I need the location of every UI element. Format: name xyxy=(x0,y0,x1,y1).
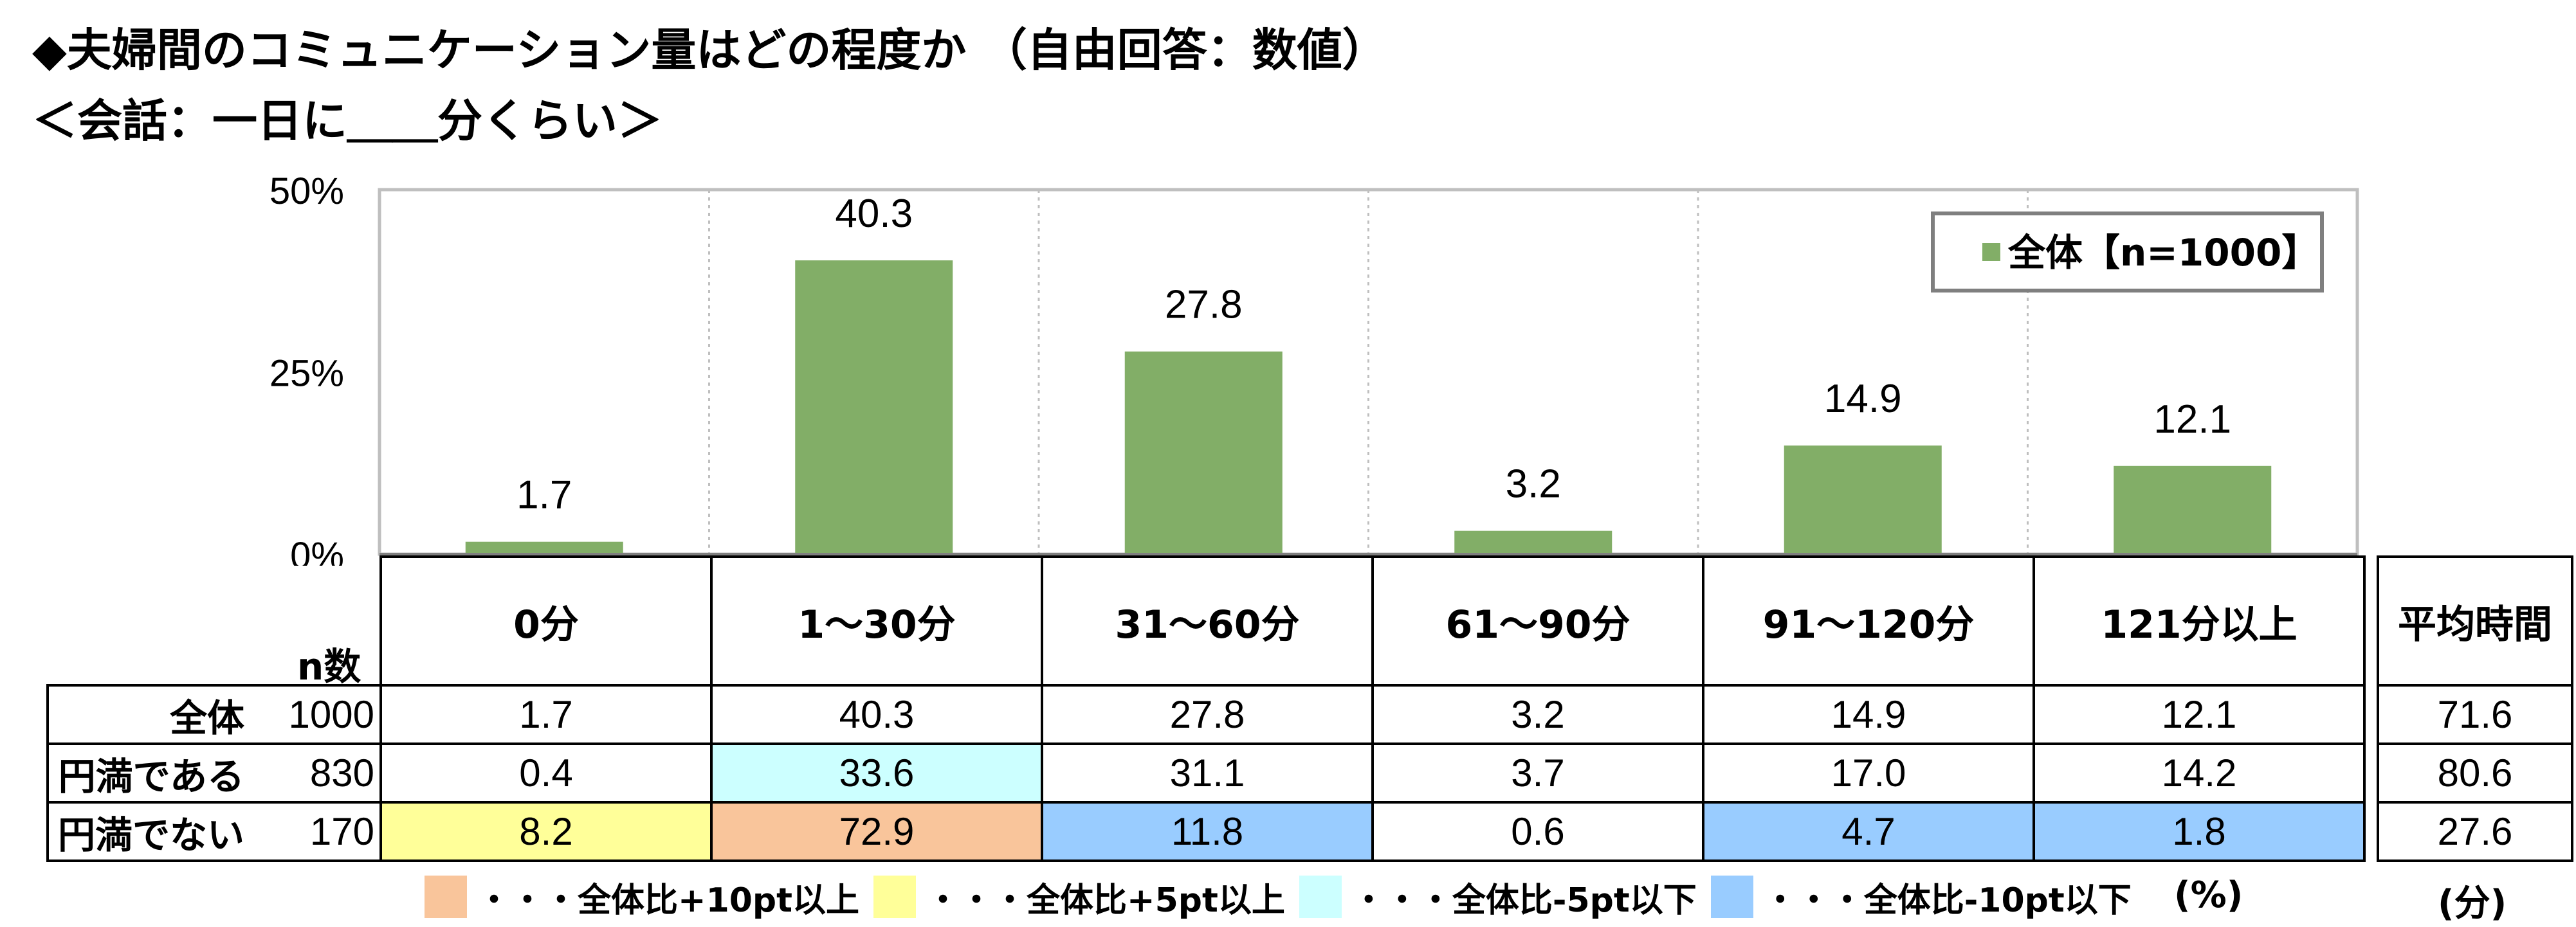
table-cell: 14.9 xyxy=(1702,684,2035,745)
table-row: 円満でない 170 8.2 72.9 11.8 0.6 4.7 1.8 xyxy=(46,801,2366,862)
table-cell: 0.6 xyxy=(1371,801,1704,862)
bar xyxy=(1784,446,1942,554)
highlight-label: ・・・全体比+5pt以上 xyxy=(926,881,1285,920)
column-header: 31～60分 xyxy=(1041,555,1374,687)
row-label: 全体 xyxy=(46,684,253,745)
row-n: 830 xyxy=(253,742,382,804)
table-cell: 27.8 xyxy=(1041,684,1374,745)
table-cell: 12.1 xyxy=(2032,684,2366,745)
column-header: 61～90分 xyxy=(1371,555,1704,687)
column-header: 0分 xyxy=(379,555,713,687)
avg-cell: 71.6 xyxy=(2377,684,2573,745)
column-header: 1～30分 xyxy=(710,555,1043,687)
unit-minutes: (分) xyxy=(2438,883,2507,924)
data-label: 40.3 xyxy=(835,192,913,236)
highlight-label: ・・・全体比-10pt以下 xyxy=(1763,881,2132,920)
bar xyxy=(465,541,623,554)
bar-chart: 0%25%50%1.740.327.83.214.9 12.1全体【n=1000】 xyxy=(269,170,2359,566)
bar xyxy=(2114,465,2272,554)
chart-subtitle: ＜会話：一日に＿＿分くらい＞ xyxy=(32,94,662,147)
highlight-swatch xyxy=(425,876,467,918)
highlight-swatch xyxy=(1710,876,1753,918)
data-label: 1.7 xyxy=(516,473,572,518)
table-cell: 72.9 xyxy=(710,801,1043,862)
highlight-swatch xyxy=(1299,876,1342,918)
y-tick-label: 50% xyxy=(269,170,344,212)
table-cell: 40.3 xyxy=(710,684,1043,745)
avg-row: 80.6 xyxy=(2377,742,2573,804)
column-header: 121分以上 xyxy=(2032,555,2366,687)
row-n: 1000 xyxy=(253,684,382,745)
unit-percent: (%) xyxy=(2174,874,2243,916)
highlight-legend-item: ・・・全体比-10pt以下 xyxy=(1710,873,2132,921)
avg-header-row: 平均時間 xyxy=(2377,555,2573,687)
table-cell: 17.0 xyxy=(1702,742,2035,804)
table-cell: 14.2 xyxy=(2032,742,2366,804)
table-cell: 33.6 xyxy=(710,742,1043,804)
table-cell: 11.8 xyxy=(1041,801,1374,862)
data-label: 27.8 xyxy=(1165,283,1243,327)
row-label: 円満である xyxy=(46,742,253,804)
average-table: 平均時間 71.6 80.6 27.6 xyxy=(2377,555,2573,862)
highlight-legend-item: ・・・全体比+5pt以上 xyxy=(873,873,1285,921)
highlight-label: ・・・全体比-5pt以下 xyxy=(1351,881,1697,920)
y-tick-label: 25% xyxy=(269,353,344,395)
table-cell: 1.7 xyxy=(379,684,713,745)
table-cell: 4.7 xyxy=(1702,801,2035,862)
highlight-swatch xyxy=(873,876,917,918)
table-cell: 3.7 xyxy=(1371,742,1704,804)
bar xyxy=(795,260,953,554)
avg-row: 27.6 xyxy=(2377,801,2573,862)
table-corner xyxy=(48,557,382,687)
row-label: 円満でない xyxy=(46,801,253,862)
data-label: 3.2 xyxy=(1506,462,1561,507)
table-header-row: 0分 1～30分 31～60分 61～90分 91～120分 121分以上 xyxy=(48,555,2366,687)
data-label: 14.9 xyxy=(1824,377,1902,421)
legend-swatch xyxy=(1982,243,2000,261)
bar xyxy=(1454,530,1612,554)
column-header: 91～120分 xyxy=(1702,555,2035,687)
table-cell: 8.2 xyxy=(379,801,713,862)
table-row: 全体 1000 1.7 40.3 27.8 3.2 14.9 12.1 xyxy=(46,684,2366,745)
table-cell: 3.2 xyxy=(1371,684,1704,745)
avg-cell: 80.6 xyxy=(2377,742,2573,804)
legend-label: 全体【n=1000】 xyxy=(2007,231,2319,274)
row-n: 170 xyxy=(253,801,382,862)
bar xyxy=(1124,351,1283,554)
table-cell: 1.8 xyxy=(2032,801,2366,862)
table-row: 円満である 830 0.4 33.6 31.1 3.7 17.0 14.2 xyxy=(46,742,2366,804)
avg-cell: 27.6 xyxy=(2377,801,2573,862)
highlight-legend-item: ・・・全体比+10pt以上 xyxy=(425,873,859,921)
chart-title: ◆夫婦間のコミュニケーション量はどの程度か （自由回答：数値） xyxy=(32,24,1387,76)
data-label: 12.1 xyxy=(2153,397,2231,442)
avg-row: 71.6 xyxy=(2377,684,2573,745)
avg-header: 平均時間 xyxy=(2377,555,2573,687)
table-cell: 0.4 xyxy=(379,742,713,804)
highlight-legend-item: ・・・全体比-5pt以下 xyxy=(1299,873,1697,921)
data-table: 0分 1～30分 31～60分 61～90分 91～120分 121分以上 全体 1000 1.… xyxy=(46,555,2366,862)
highlight-label: ・・・全体比+10pt以上 xyxy=(477,881,860,920)
table-cell: 31.1 xyxy=(1041,742,1374,804)
highlight-legend: ・・・全体比+10pt以上 ・・・全体比+5pt以上 ・・・全体比-5pt以下 ・・・… xyxy=(425,871,2146,923)
